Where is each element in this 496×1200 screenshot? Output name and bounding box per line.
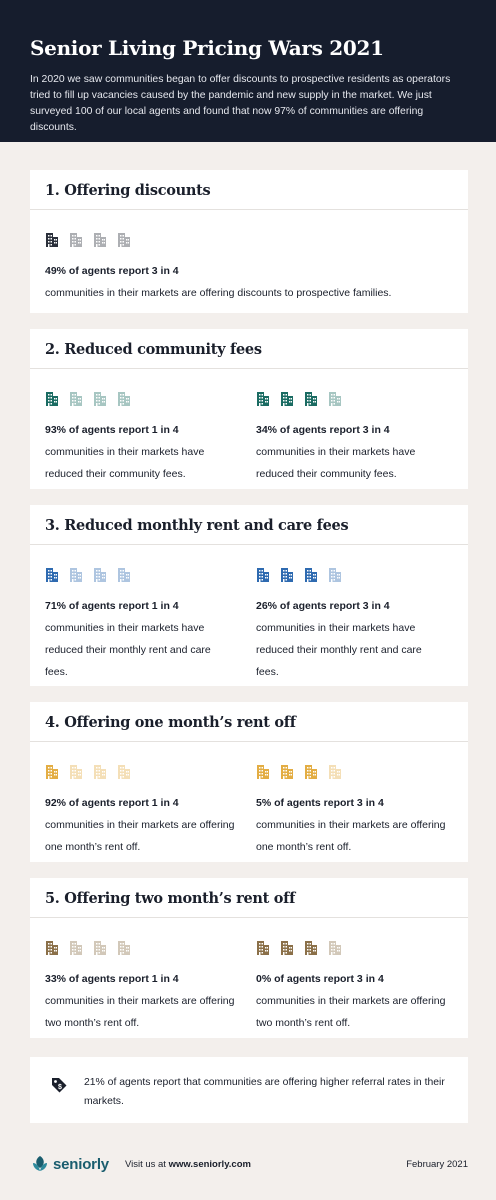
stat-description: communities in their markets are offerin… — [256, 819, 446, 853]
stat-headline: 34% of agents report 3 in 4 — [256, 424, 390, 436]
stat-block: 49% of agents report 3 in 4 communities … — [45, 232, 455, 304]
building-icon-filled — [45, 940, 59, 955]
stat-block: 92% of agents report 1 in 4 communities … — [45, 764, 235, 858]
building-icon-empty — [328, 567, 342, 582]
building-icon-empty — [328, 391, 342, 406]
building-icon-filled — [256, 567, 270, 582]
section-title: 1. Offering discounts — [30, 170, 468, 210]
stat-headline: 92% of agents report 1 in 4 — [45, 797, 179, 809]
building-icon-row — [45, 232, 455, 248]
stat-block: 34% of agents report 3 in 4 communities … — [256, 391, 446, 485]
building-icon-row — [256, 764, 446, 780]
section-title: 5. Offering two month’s rent off — [30, 878, 468, 918]
building-icon-row — [256, 940, 446, 956]
building-icon-row — [45, 940, 235, 956]
building-icon-empty — [117, 232, 131, 247]
building-icon-row — [256, 391, 446, 407]
stat-headline: 5% of agents report 3 in 4 — [256, 797, 384, 809]
building-icon-empty — [69, 764, 83, 779]
building-icon-row — [256, 567, 446, 583]
stat-description: communities in their markets have reduce… — [256, 446, 416, 480]
building-icon-empty — [93, 391, 107, 406]
seniorly-leaf-icon — [33, 1156, 47, 1171]
building-icon-filled — [45, 391, 59, 406]
stat-block: 0% of agents report 3 in 4 communities i… — [256, 940, 446, 1034]
stat-description: communities in their markets are offerin… — [256, 995, 446, 1029]
building-icon-empty — [69, 567, 83, 582]
section-two-month-rent-off: 5. Offering two month’s rent off 33% of … — [30, 878, 468, 1038]
building-icon-filled — [304, 391, 318, 406]
building-icon-empty — [93, 764, 107, 779]
building-icon-filled — [304, 940, 318, 955]
logo-text: seniorly — [53, 1155, 109, 1173]
building-icon-row — [45, 391, 235, 407]
seniorly-logo[interactable]: seniorly — [30, 1154, 109, 1174]
building-icon-filled — [45, 232, 59, 247]
svg-text:$: $ — [58, 1084, 62, 1091]
stat-block: 93% of agents report 1 in 4 communities … — [45, 391, 235, 485]
building-icon-empty — [117, 567, 131, 582]
building-icon-empty — [117, 391, 131, 406]
building-icon-filled — [280, 567, 294, 582]
visit-line: Visit us at www.seniorly.com — [125, 1159, 251, 1170]
header-banner: Senior Living Pricing Wars 2021 In 2020 … — [0, 0, 496, 142]
building-icon-empty — [93, 567, 107, 582]
page-title: Senior Living Pricing Wars 2021 — [30, 36, 384, 60]
stat-description: communities in their markets are offerin… — [45, 995, 235, 1029]
publish-date: February 2021 — [406, 1158, 468, 1170]
stat-headline: 33% of agents report 1 in 4 — [45, 973, 179, 985]
stat-description: communities in their markets have reduce… — [256, 622, 422, 678]
building-icon-row — [45, 764, 235, 780]
section-title: 3. Reduced monthly rent and care fees — [30, 505, 468, 545]
building-icon-filled — [256, 764, 270, 779]
stat-headline: 93% of agents report 1 in 4 — [45, 424, 179, 436]
building-icon-empty — [328, 940, 342, 955]
building-icon-empty — [69, 940, 83, 955]
section-title: 4. Offering one month’s rent off — [30, 702, 468, 742]
building-icon-row — [45, 567, 235, 583]
referral-note: $ 21% of agents report that communities … — [30, 1057, 468, 1123]
stat-description: communities in their markets are offerin… — [45, 819, 235, 853]
section-title: 2. Reduced community fees — [30, 329, 468, 369]
building-icon-filled — [280, 940, 294, 955]
stat-description: communities in their markets have reduce… — [45, 622, 211, 678]
section-reduced-rent-care-fees: 3. Reduced monthly rent and care fees 71… — [30, 505, 468, 686]
stat-headline: 26% of agents report 3 in 4 — [256, 600, 390, 612]
website-link[interactable]: www.seniorly.com — [168, 1158, 251, 1170]
building-icon-empty — [117, 940, 131, 955]
price-tag-icon: $ — [52, 1078, 67, 1093]
building-icon-empty — [69, 232, 83, 247]
stat-description: communities in their markets are offerin… — [45, 287, 392, 299]
stat-block: 71% of agents report 1 in 4 communities … — [45, 567, 235, 683]
stat-block: 5% of agents report 3 in 4 communities i… — [256, 764, 446, 858]
building-icon-filled — [304, 567, 318, 582]
building-icon-empty — [93, 232, 107, 247]
building-icon-filled — [256, 940, 270, 955]
intro-text: In 2020 we saw communities began to offe… — [30, 74, 451, 133]
referral-text: 21% of agents report that communities ar… — [84, 1077, 445, 1107]
building-icon-filled — [45, 764, 59, 779]
building-icon-empty — [328, 764, 342, 779]
stat-headline: 71% of agents report 1 in 4 — [45, 600, 179, 612]
stat-headline: 0% of agents report 3 in 4 — [256, 973, 384, 985]
building-icon-empty — [69, 391, 83, 406]
footer: seniorly Visit us at www.seniorly.com Fe… — [30, 1146, 468, 1182]
section-offering-discounts: 1. Offering discounts 49% of agents repo… — [30, 170, 468, 313]
stat-description: communities in their markets have reduce… — [45, 446, 205, 480]
building-icon-filled — [256, 391, 270, 406]
building-icon-empty — [117, 764, 131, 779]
visit-prefix: Visit us at — [124, 1158, 166, 1170]
building-icon-empty — [93, 940, 107, 955]
stat-block: 33% of agents report 1 in 4 communities … — [45, 940, 235, 1034]
building-icon-filled — [280, 764, 294, 779]
building-icon-filled — [280, 391, 294, 406]
stat-headline: 49% of agents report 3 in 4 — [45, 265, 179, 277]
section-reduced-community-fees: 2. Reduced community fees 93% of agents … — [30, 329, 468, 489]
section-one-month-rent-off: 4. Offering one month’s rent off 92% of … — [30, 702, 468, 862]
stat-block: 26% of agents report 3 in 4 communities … — [256, 567, 446, 683]
building-icon-filled — [45, 567, 59, 582]
building-icon-filled — [304, 764, 318, 779]
